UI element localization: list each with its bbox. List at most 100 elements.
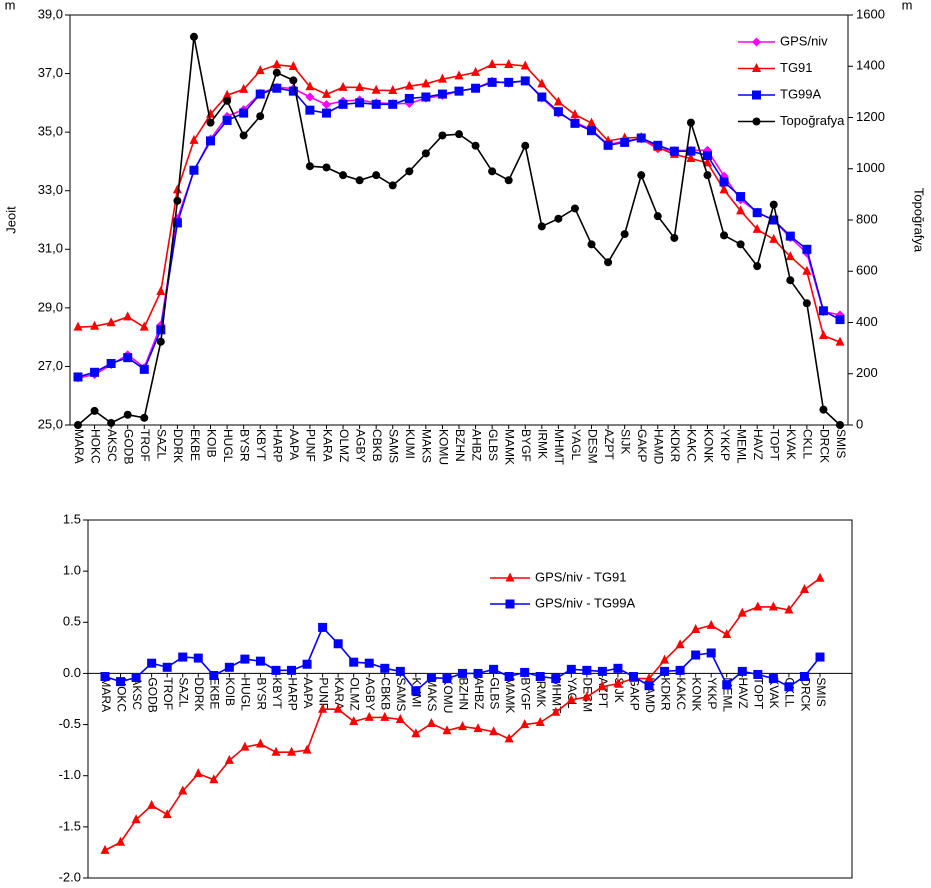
x-tick-label: PUNF	[316, 677, 330, 710]
marker	[395, 713, 405, 723]
x-tick-label: HAMD	[652, 429, 666, 465]
marker	[73, 372, 83, 382]
marker	[271, 746, 281, 756]
legend-label: GPS/niv	[780, 33, 828, 48]
x-tick-label: AZPT	[596, 677, 610, 708]
y-tick-label: 0.0	[63, 665, 81, 680]
marker	[471, 83, 481, 93]
legend-label: TG99A	[780, 86, 822, 101]
marker	[333, 639, 343, 649]
x-tick-label: EKBE	[188, 429, 202, 461]
marker	[322, 163, 331, 172]
marker	[570, 109, 580, 119]
marker	[255, 89, 265, 99]
marker	[321, 88, 331, 98]
x-tick-label: TROF	[161, 677, 175, 710]
x-tick-label: GAKP	[635, 429, 649, 462]
marker	[224, 754, 234, 764]
marker	[675, 639, 685, 649]
x-tick-label: KONK	[689, 677, 703, 711]
marker	[706, 648, 716, 658]
x-tick-label: IRMK	[536, 429, 550, 459]
marker	[458, 668, 467, 678]
marker	[736, 192, 746, 202]
marker	[799, 584, 809, 594]
x-tick-label: BYGF	[519, 677, 533, 710]
y2-tick-label: 1000	[856, 160, 885, 175]
y-axis-unit: m	[5, 0, 16, 12]
marker	[597, 666, 607, 676]
marker	[553, 107, 563, 117]
marker	[458, 721, 467, 731]
marker	[471, 141, 480, 150]
marker	[454, 86, 464, 96]
x-tick-label: KAKC	[685, 429, 699, 462]
marker	[702, 157, 712, 167]
marker	[355, 81, 365, 91]
marker	[768, 674, 778, 684]
marker	[302, 659, 312, 669]
marker	[255, 738, 265, 748]
marker	[189, 165, 199, 175]
x-tick-label: GAKP	[627, 677, 641, 710]
y-tick-label: -1.5	[59, 818, 81, 833]
marker	[318, 622, 328, 632]
x-tick-label: BZHN	[456, 677, 470, 710]
marker	[786, 276, 795, 285]
x-tick-label: MAKS	[420, 429, 434, 463]
x-tick-label: CBKB	[379, 677, 393, 710]
marker	[835, 336, 845, 346]
marker	[100, 844, 110, 854]
marker	[736, 205, 746, 215]
marker	[489, 664, 499, 674]
marker	[570, 204, 579, 213]
marker	[653, 140, 663, 150]
x-tick-label: MAMK	[503, 677, 517, 713]
marker	[752, 223, 762, 233]
marker	[653, 212, 662, 221]
marker	[488, 167, 497, 176]
marker	[100, 671, 110, 681]
marker	[675, 665, 685, 675]
marker	[349, 657, 359, 667]
marker	[288, 61, 298, 71]
marker	[454, 70, 464, 80]
marker	[660, 654, 670, 664]
marker	[637, 171, 646, 180]
marker	[504, 176, 513, 185]
marker	[318, 703, 328, 713]
marker	[686, 146, 696, 156]
x-tick-label: AHBZ	[472, 677, 486, 709]
marker	[784, 682, 794, 692]
marker	[520, 667, 530, 677]
y2-axis-unit: m	[902, 0, 913, 12]
marker	[455, 130, 463, 139]
marker	[74, 421, 82, 429]
marker	[364, 658, 374, 668]
marker	[139, 364, 149, 374]
marker	[818, 306, 828, 316]
marker	[752, 208, 762, 218]
marker	[802, 244, 812, 254]
marker	[178, 785, 188, 795]
legend-marker	[752, 90, 761, 100]
marker	[551, 706, 561, 716]
marker	[686, 153, 696, 162]
marker	[768, 601, 778, 611]
marker	[644, 681, 654, 691]
marker	[239, 108, 249, 118]
marker	[206, 108, 216, 118]
x-tick-label: KDKR	[668, 429, 682, 463]
y-tick-label: 39,0	[38, 6, 63, 21]
marker	[287, 746, 297, 756]
marker	[753, 669, 763, 679]
marker	[107, 418, 116, 427]
marker	[380, 663, 390, 673]
marker	[706, 619, 716, 629]
marker	[116, 677, 126, 687]
x-tick-label: SAZL	[177, 677, 191, 707]
marker	[437, 89, 447, 99]
marker	[395, 666, 405, 676]
marker	[140, 413, 149, 422]
